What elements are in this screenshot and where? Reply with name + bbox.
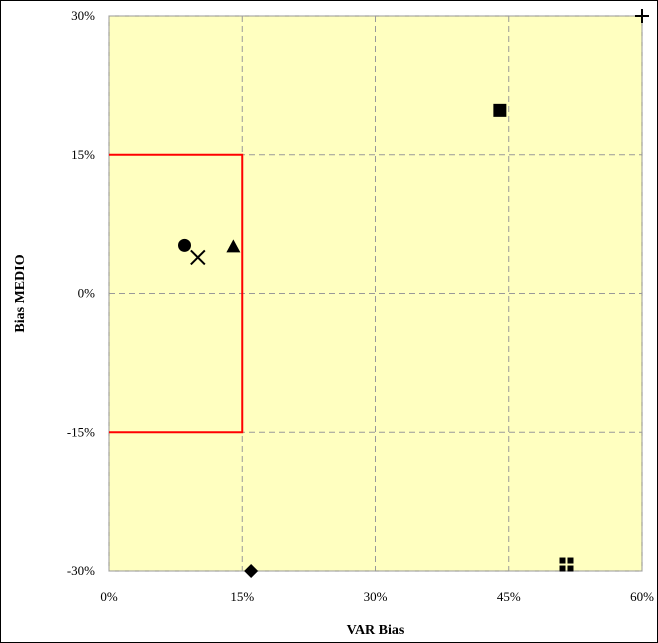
x-marker — [190, 249, 206, 266]
x-tick-label: 45% — [497, 589, 521, 604]
grid-lines — [108, 15, 643, 572]
tick-labels: 0% 15% 30% 45% 60% -30% -15% 0% 15% 30% — [67, 8, 654, 604]
grid-square-marker — [559, 557, 574, 572]
x-tick-label: 0% — [100, 589, 118, 604]
y-tick-label: 0% — [78, 286, 96, 301]
plus-marker — [635, 9, 649, 23]
square-marker — [493, 103, 507, 117]
circle-marker — [178, 238, 192, 252]
x-tick-label: 60% — [630, 589, 654, 604]
y-tick-label: 30% — [71, 8, 95, 23]
x-tick-label: 30% — [364, 589, 388, 604]
target-region-outline — [109, 153, 244, 434]
triangle-marker — [226, 239, 241, 253]
y-tick-label: -30% — [67, 563, 95, 578]
x-tick-label: 15% — [230, 589, 254, 604]
target-region — [109, 153, 244, 434]
y-tick-label: 15% — [71, 147, 95, 162]
diamond-marker — [244, 564, 259, 578]
y-axis-title: Bias MEDIO — [13, 254, 28, 332]
x-axis-title: VAR Bias — [347, 623, 405, 638]
y-tick-label: -15% — [67, 424, 95, 439]
data-points — [178, 9, 649, 578]
